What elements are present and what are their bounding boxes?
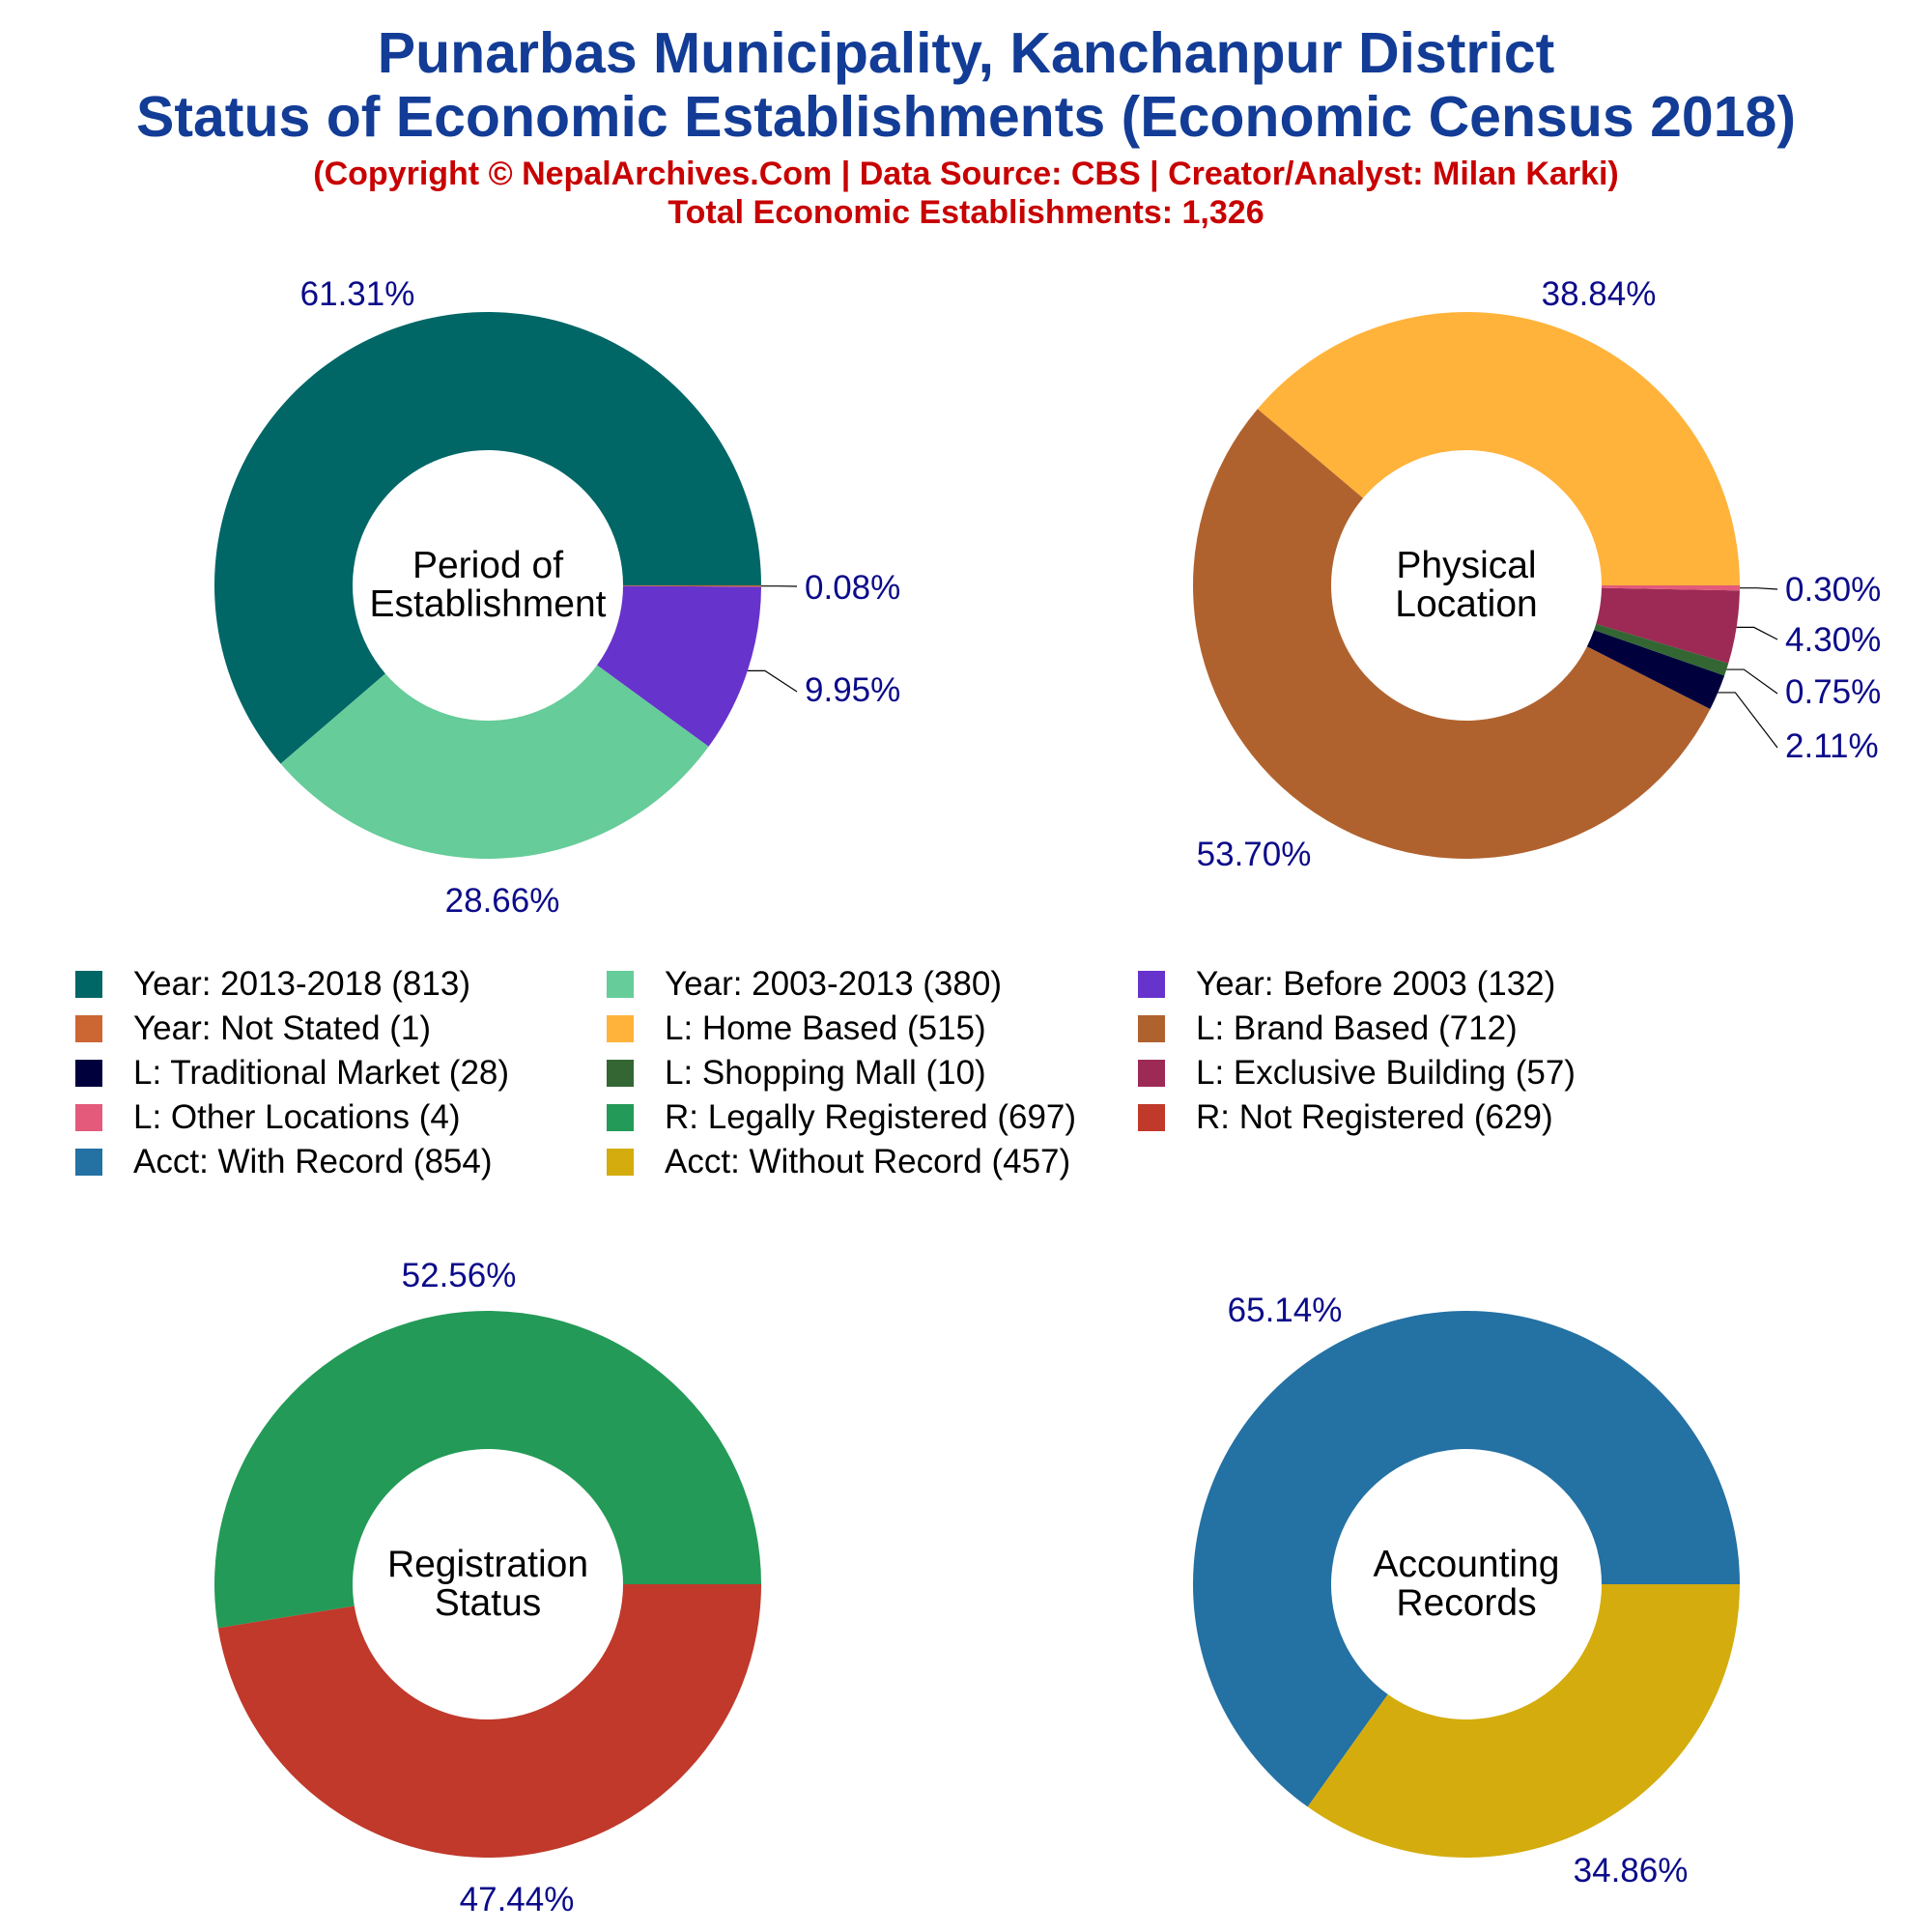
legend-item: R: Legally Registered (697) — [607, 1095, 1138, 1140]
percent-label: 65.14% — [1228, 1292, 1343, 1329]
percent-label: 53.70% — [1197, 836, 1312, 873]
legend-swatch — [75, 971, 102, 998]
legend-item: Year: 2013-2018 (813) — [75, 962, 607, 1007]
title-block: Punarbas Municipality, Kanchanpur Distri… — [0, 21, 1932, 232]
legend: Year: 2013-2018 (813) Year: 2003-2013 (38… — [75, 962, 1891, 1184]
chart-title-line-1: Punarbas Municipality, Kanchanpur Distri… — [377, 21, 1555, 85]
legend-item: Year: 2003-2013 (380) — [607, 962, 1138, 1007]
percent-label: 0.75% — [1785, 673, 1881, 711]
copyright-subtitle: (Copyright © NepalArchives.Com | Data So… — [313, 156, 1619, 192]
legend-label: Year: Not Stated (1) — [133, 1009, 432, 1047]
percent-label: 4.30% — [1785, 621, 1881, 659]
legend-swatch — [607, 1104, 634, 1131]
pie-slice — [1192, 409, 1711, 860]
donut-center-label: Registration — [387, 1544, 588, 1585]
legend-item: L: Exclusive Building (57) — [1138, 1051, 1669, 1095]
donut-center-label: Establishment — [370, 583, 607, 625]
percent-label: 0.08% — [805, 569, 900, 607]
pie-slice — [217, 1584, 761, 1858]
legend-swatch — [75, 1060, 102, 1087]
leader-line — [1739, 587, 1778, 590]
donut-center-label: Location — [1395, 583, 1537, 625]
legend-item: Year: Not Stated (1) — [75, 1007, 607, 1051]
pie-slice — [280, 665, 709, 859]
leader-line — [1718, 692, 1778, 749]
legend-item: Acct: With Record (854) — [75, 1140, 607, 1184]
legend-row: Year: Not Stated (1) L: Home Based (515) L… — [75, 1007, 1891, 1051]
legend-swatch — [607, 1149, 634, 1176]
legend-row: Acct: With Record (854) Acct: Without Rec… — [75, 1140, 1891, 1184]
legend-label: L: Other Locations (4) — [133, 1098, 461, 1136]
legend-item: L: Brand Based (712) — [1138, 1007, 1669, 1051]
pie-slice — [1594, 623, 1729, 676]
donut-center-label: Period of — [412, 545, 563, 586]
legend-label: L: Home Based (515) — [665, 1009, 986, 1047]
legend-row: Year: 2013-2018 (813) Year: 2003-2013 (38… — [75, 962, 1891, 1007]
pie-slice — [213, 312, 761, 764]
legend-label: Year: 2013-2018 (813) — [133, 965, 470, 1003]
legend-swatch — [1138, 1104, 1165, 1131]
percent-label: 38.84% — [1542, 275, 1657, 313]
legend-swatch — [1138, 1015, 1165, 1042]
total-establishments: Total Economic Establishments: 1,326 — [668, 194, 1264, 231]
pie-slice — [597, 585, 761, 747]
leader-line — [1726, 668, 1778, 695]
legend-label: Year: 2003-2013 (380) — [665, 965, 1002, 1003]
legend-label: L: Traditional Market (28) — [133, 1054, 510, 1092]
legend-row: L: Other Locations (4) R: Legally Registe… — [75, 1095, 1891, 1140]
legend-label: R: Not Registered (629) — [1196, 1098, 1553, 1136]
donut-center-label: Accounting — [1374, 1544, 1560, 1585]
legend-swatch — [1138, 971, 1165, 998]
percent-label: 2.11% — [1785, 727, 1879, 765]
donut-chart: 38.84% 53.70% 2.11% 0.75% 4.30% 0.30% Physical… — [1192, 275, 1881, 873]
donut-center-label: Physical — [1396, 545, 1536, 586]
legend-item: R: Not Registered (629) — [1138, 1095, 1669, 1140]
pie-slice — [1601, 585, 1741, 591]
pie-slice — [1257, 311, 1740, 585]
legend-swatch — [607, 1015, 634, 1042]
legend-label: L: Exclusive Building (57) — [1196, 1054, 1576, 1092]
donut-center-label: Records — [1396, 1582, 1536, 1624]
legend-label: L: Brand Based (712) — [1196, 1009, 1518, 1047]
legend-label: Acct: Without Record (457) — [665, 1143, 1071, 1180]
legend-label: R: Legally Registered (697) — [665, 1098, 1077, 1136]
legend-label: Acct: With Record (854) — [133, 1143, 493, 1180]
pie-slice — [1586, 630, 1725, 709]
pie-slice — [1596, 587, 1740, 664]
legend-row: L: Traditional Market (28) L: Shopping Ma… — [75, 1051, 1891, 1095]
percent-label: 9.95% — [805, 671, 900, 709]
legend-item: Year: Before 2003 (132) — [1138, 962, 1669, 1007]
percent-label: 61.31% — [300, 275, 415, 313]
legend-item: L: Home Based (515) — [607, 1007, 1138, 1051]
legend-swatch — [75, 1104, 102, 1131]
percent-label: 34.86% — [1574, 1852, 1689, 1889]
leader-line — [1736, 626, 1778, 640]
percent-label: 47.44% — [460, 1881, 575, 1918]
pie-slice — [622, 585, 761, 587]
legend-swatch — [607, 1060, 634, 1087]
legend-label: Year: Before 2003 (132) — [1196, 965, 1556, 1003]
pie-slice — [213, 1310, 761, 1629]
donut-center-label: Status — [435, 1582, 542, 1624]
legend-swatch — [75, 1015, 102, 1042]
pie-slice — [1193, 1311, 1740, 1807]
percent-label: 0.30% — [1785, 571, 1881, 609]
percent-label: 52.56% — [402, 1257, 517, 1294]
legend-item: L: Other Locations (4) — [75, 1095, 607, 1140]
legend-swatch — [75, 1149, 102, 1176]
pie-slice — [1307, 1584, 1740, 1858]
leader-line — [747, 669, 798, 693]
legend-swatch — [1138, 1060, 1165, 1087]
percent-label: 28.66% — [445, 882, 560, 920]
chart-title-line-2: Status of Economic Establishments (Econo… — [135, 85, 1796, 149]
legend-swatch — [607, 971, 634, 998]
legend-item: L: Traditional Market (28) — [75, 1051, 607, 1095]
legend-label: L: Shopping Mall (10) — [665, 1054, 986, 1092]
legend-item: L: Shopping Mall (10) — [607, 1051, 1138, 1095]
donut-chart: 61.31% 28.66% 9.95% 0.08% Period ofEstablish… — [213, 275, 900, 920]
legend-item: Acct: Without Record (457) — [607, 1140, 1138, 1184]
